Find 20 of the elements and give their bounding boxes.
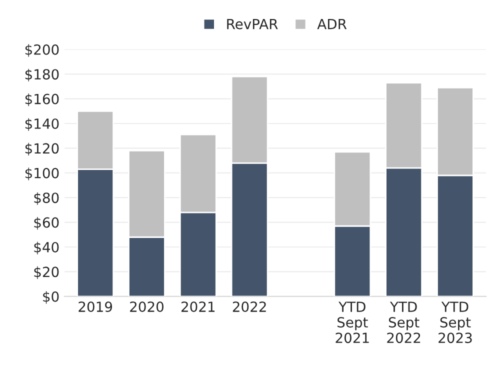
y-tick-label: $120	[25, 142, 59, 156]
y-tick-label: $200	[25, 44, 59, 57]
y-tick-label: $140	[25, 118, 59, 131]
x-tick-label: 2019	[78, 302, 112, 312]
y-tick-label: $160	[25, 94, 59, 106]
legend-label: RevPAR	[227, 18, 278, 30]
y-tick-label: $0	[43, 291, 59, 304]
x-tick-label: 2020	[130, 302, 164, 312]
x-tick-label: YTD Sept 2023	[438, 302, 472, 344]
x-tick-label: YTD Sept 2021	[336, 302, 369, 344]
x-tick-label: 2021	[182, 302, 215, 312]
x-tick-label: 2022	[232, 302, 266, 312]
y-tick-label: $20	[34, 266, 59, 280]
y-tick-label: $60	[34, 217, 59, 230]
legend-label: ADR	[317, 18, 347, 30]
x-tick-label: YTD Sept 2022	[387, 302, 420, 344]
y-tick-label: $80	[34, 192, 59, 205]
y-tick-label: $180	[25, 68, 59, 82]
y-tick-label: $100	[25, 168, 59, 180]
y-tick-label: $40	[34, 242, 59, 254]
